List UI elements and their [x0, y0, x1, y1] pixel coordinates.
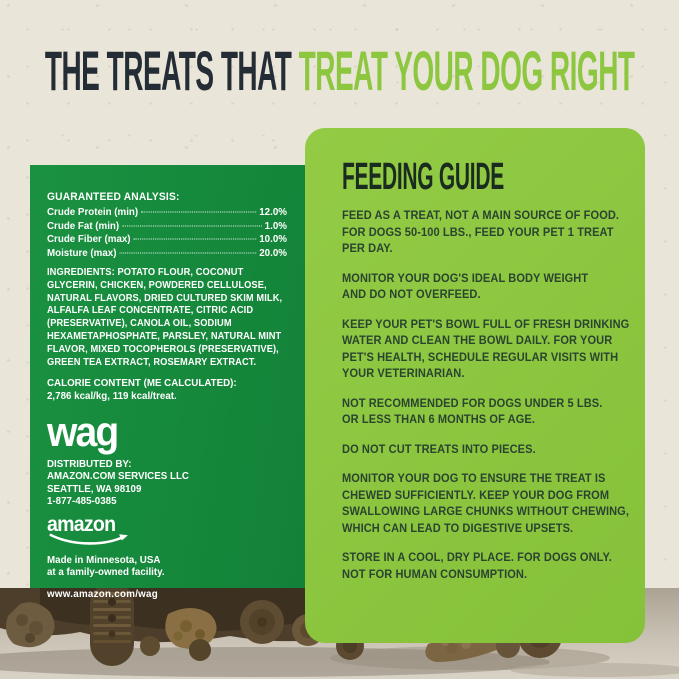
feeding-guide-paragraph: NOT RECOMMENDED FOR DOGS UNDER 5 LBS. OR…: [342, 395, 603, 427]
analysis-row: Crude Protein (min) 12.0%: [47, 206, 287, 220]
feeding-guide-paragraph: STORE IN A COOL, DRY PLACE. FOR DOGS ONL…: [342, 550, 612, 581]
analysis-value: 10.0%: [259, 233, 287, 245]
feeding-guide-paragraph: MONITOR YOUR DOG TO ENSURE THE TREAT IS …: [342, 471, 630, 535]
analysis-row: Moisture (max) 20.0%: [47, 247, 287, 261]
calorie-content-value: 2,786 kcal/kg, 119 kcal/treat.: [47, 390, 177, 403]
feeding-guide-paragraphs: FEED AS A TREAT, NOT A MAIN SOURCE OF FO…: [342, 207, 651, 582]
analysis-label: Moisture (max): [47, 246, 117, 259]
feeding-guide-paragraph: MONITOR YOUR DOG'S IDEAL BODY WEIGHT AND…: [342, 270, 589, 302]
calorie-content-title: CALORIE CONTENT (ME CALCULATED):: [47, 377, 237, 390]
address-line: SEATTLE, WA 98109: [47, 482, 142, 495]
distributed-by-title: DISTRIBUTED BY:: [47, 458, 132, 471]
feeding-guide-paragraph: KEEP YOUR PET'S BOWL FULL OF FRESH DRINK…: [342, 316, 630, 381]
analysis-dot-leader: [119, 252, 257, 253]
feeding-guide-paragraph: FEED AS A TREAT, NOT A MAIN SOURCE OF FO…: [342, 208, 620, 255]
analysis-value: 12.0%: [259, 206, 287, 218]
analysis-dot-leader: [121, 225, 262, 226]
analysis-row: Crude Fiber (max) 10.0%: [47, 233, 287, 247]
nutrition-panel-content: GUARANTEED ANALYSIS: Crude Protein (min)…: [47, 191, 287, 600]
headline-dark-part: THE TREATS THAT: [44, 38, 292, 102]
distributed-by-address: AMAZON.COM SERVICES LLC SEATTLE, WA 98109…: [47, 470, 287, 508]
analysis-dot-leader: [140, 211, 257, 213]
amazon-wordmark: amazon: [47, 512, 116, 536]
ingredients-text: INGREDIENTS: POTATO FLOUR, COCONUT GLYCE…: [47, 267, 283, 368]
analysis-label: Crude Fiber (max): [47, 233, 131, 245]
made-in-text: Made in Minnesota, USA at a family-owned…: [47, 553, 165, 579]
analysis-dot-leader: [133, 238, 257, 240]
feeding-guide-panel: FEEDING GUIDE FEED AS A TREAT, NOT A MAI…: [305, 128, 645, 643]
amazon-logo: amazon: [47, 512, 287, 545]
feeding-guide-content: FEEDING GUIDE FEED AS A TREAT, NOT A MAI…: [342, 158, 651, 582]
headline-green-part: TREAT YOUR DOG RIGHT: [291, 38, 635, 102]
analysis-value: 20.0%: [259, 246, 287, 259]
headline: THE TREATS THAT TREAT YOUR DOG RIGHT: [0, 38, 679, 103]
analysis-label: Crude Protein (min): [47, 206, 139, 218]
address-line: AMAZON.COM SERVICES LLC: [47, 470, 189, 483]
feeding-guide-paragraph: DO NOT CUT TREATS INTO PIECES.: [342, 441, 536, 456]
website-url: www.amazon.com/wag: [47, 587, 159, 600]
wag-logo: wag: [47, 408, 119, 456]
analysis-label: Crude Fat (min): [47, 219, 120, 232]
address-line: 1-877-485-0385: [47, 495, 117, 508]
headline-text: THE TREATS THAT TREAT YOUR DOG RIGHT: [45, 38, 635, 103]
guaranteed-analysis-table: Crude Protein (min) 12.0% Crude Fat (min) 1…: [47, 206, 287, 260]
nutrition-panel: GUARANTEED ANALYSIS: Crude Protein (min)…: [30, 165, 305, 600]
analysis-row: Crude Fat (min) 1.0%: [47, 220, 287, 234]
amazon-smile-icon: [49, 533, 128, 545]
analysis-value: 1.0%: [264, 219, 287, 232]
feeding-guide-title: FEEDING GUIDE: [342, 156, 504, 198]
guaranteed-analysis-title: GUARANTEED ANALYSIS:: [47, 191, 180, 203]
